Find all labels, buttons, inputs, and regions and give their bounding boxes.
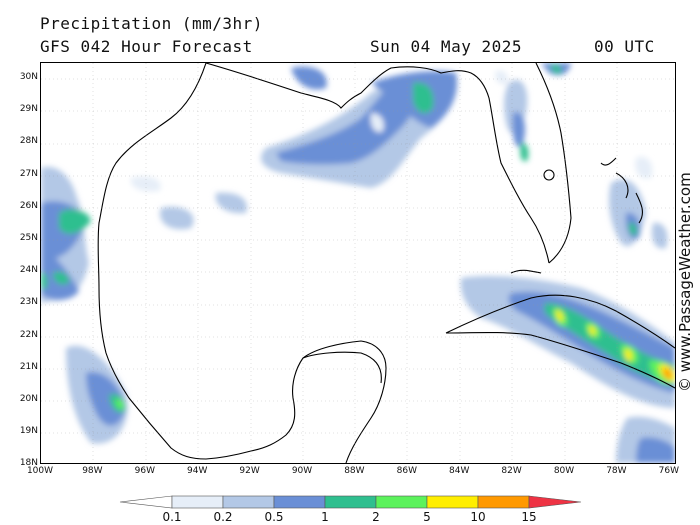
coastlines [97,63,675,463]
colorbar-swatch [171,495,224,509]
lat-tick-label: 25N [19,233,38,243]
passageweather-credit: © www.PassageWeather.com [676,172,694,392]
lon-tick-label: 94W [187,466,208,476]
lat-lon-grid [41,63,675,463]
lon-tick-label: 82W [501,466,522,476]
colorbar-swatch [324,495,377,509]
colorbar-tick-label: 5 [423,510,431,524]
lon-tick-label: 90W [291,466,313,476]
forecast-date: Sun 04 May 2025 [370,37,522,56]
colorbar-tick-label: 0.5 [264,510,284,524]
colorbar-tick-label: 1 [321,510,329,524]
lat-tick-label: 26N [19,200,38,211]
colorbar-tick-label: 15 [521,510,537,524]
forecast-label: GFS 042 Hour Forecast [40,37,253,56]
precipitation-map[interactable] [40,62,676,464]
lon-tick-label: 96W [134,466,155,476]
lat-tick-label: 24N [19,265,38,276]
lat-tick-label: 22N [19,329,38,340]
map-title: Precipitation (mm/3hr) [40,14,263,33]
lon-tick-label: 98W [82,466,103,476]
colorbar-swatch [426,495,479,509]
colorbar-tick-label: 2 [372,510,380,524]
lon-tick-label: 86W [396,466,417,476]
lon-tick-label: 78W [606,466,627,476]
lon-tick-label: 76W [658,466,679,476]
lat-tick-label: 29N [19,104,38,115]
forecast-time: 00 UTC [594,37,655,56]
lat-tick-label: 28N [19,136,38,147]
lon-tick-label: 100W [26,466,54,476]
lat-tick-label: 19N [19,426,38,437]
precipitation-layer [41,63,675,463]
colorbar-swatch [273,495,326,509]
lat-tick-label: 30N [19,72,38,82]
colorbar-tick-label: 10 [470,510,486,524]
colorbar-tick-label: 0.2 [213,510,233,524]
map-canvas [41,63,675,463]
lon-tick-label: 84W [449,466,470,476]
lat-tick-label: 18N [19,458,38,469]
lon-tick-label: 92W [239,466,260,476]
colorbar-high-arrow [528,495,582,509]
colorbar-swatch [477,495,530,509]
colorbar-low-arrow [119,495,173,509]
lat-tick-label: 27N [19,168,38,179]
colorbar-swatch [222,495,275,509]
lat-tick-label: 21N [19,361,38,372]
lon-tick-label: 88W [344,466,365,476]
colorbar-swatch [375,495,428,509]
lat-tick-label: 20N [19,394,38,404]
colorbar-tick-label: 0.1 [162,510,182,524]
lat-tick-label: 23N [19,297,38,308]
lon-tick-label: 80W [553,466,575,476]
